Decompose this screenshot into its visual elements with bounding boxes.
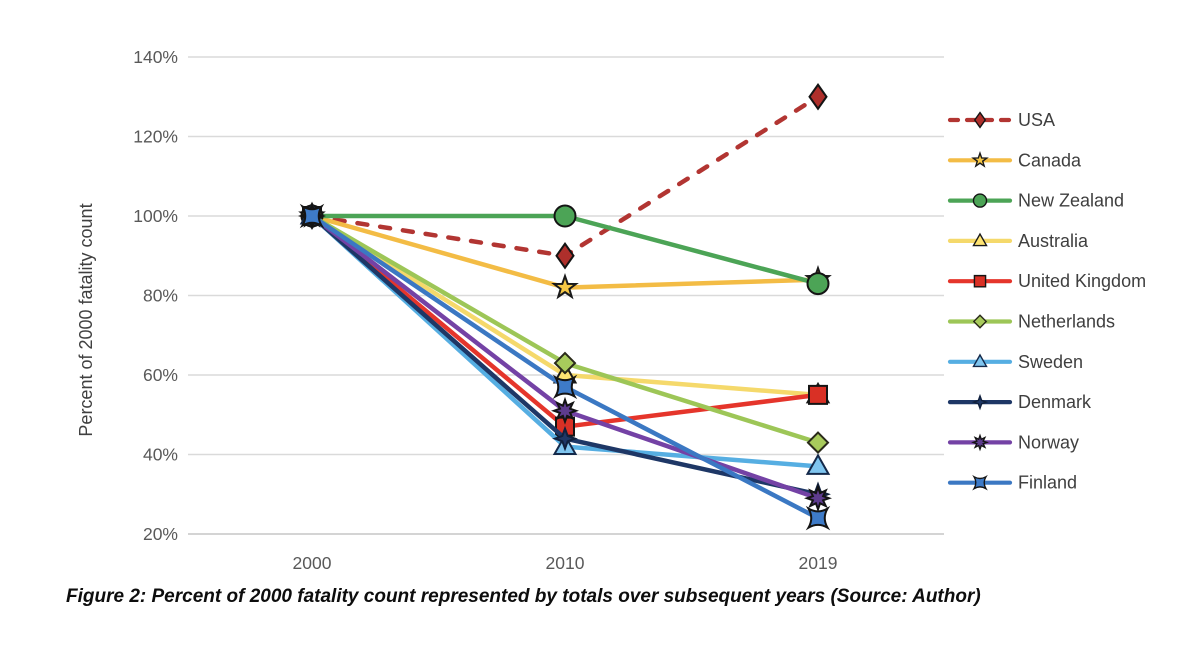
legend-item-finland: Finland bbox=[947, 473, 1077, 493]
x-axis-label-2010: 2010 bbox=[546, 553, 585, 573]
legend-label-finland: Finland bbox=[1018, 473, 1077, 493]
netherlands-marker-legend bbox=[972, 314, 988, 329]
x-axis-label-2019: 2019 bbox=[799, 553, 838, 573]
legend-label-netherlands: Netherlands bbox=[1018, 312, 1115, 332]
legend-label-new-zealand: New Zealand bbox=[1018, 191, 1124, 211]
y-tick-label: 40% bbox=[143, 445, 178, 465]
y-axis-title: Percent of 2000 fatality count bbox=[76, 203, 96, 436]
legend-item-norway: Norway bbox=[947, 432, 1079, 452]
finland-marker-2019 bbox=[805, 505, 831, 531]
y-tick-label: 120% bbox=[133, 127, 178, 147]
y-tick-label: 100% bbox=[133, 206, 178, 226]
legend-item-usa: USA bbox=[947, 110, 1055, 130]
legend-item-canada: Canada bbox=[947, 150, 1082, 170]
norway-marker-legend bbox=[971, 433, 989, 452]
y-tick-label: 60% bbox=[143, 365, 178, 385]
canada-marker-2010 bbox=[551, 272, 579, 300]
sweden-marker-legend bbox=[972, 353, 988, 368]
y-tick-label: 80% bbox=[143, 286, 178, 306]
sweden-marker-2019 bbox=[805, 453, 831, 475]
legend-label-norway: Norway bbox=[1018, 432, 1079, 452]
legend-label-canada: Canada bbox=[1018, 150, 1082, 170]
legend-item-united-kingdom: United Kingdom bbox=[947, 271, 1146, 291]
australia-marker-legend bbox=[972, 232, 988, 247]
y-tick-label: 20% bbox=[143, 524, 178, 544]
legend-item-sweden: Sweden bbox=[947, 352, 1083, 372]
legend-item-netherlands: Netherlands bbox=[947, 312, 1115, 332]
canada-marker-legend bbox=[971, 151, 989, 168]
norway-marker-2010 bbox=[551, 396, 579, 425]
new-zealand-marker-legend bbox=[972, 193, 988, 208]
legend-item-new-zealand: New Zealand bbox=[947, 191, 1124, 211]
usa-marker-legend bbox=[973, 111, 987, 129]
united-kingdom-marker-legend bbox=[973, 274, 987, 288]
axis-label-layer: 140% 120% 100% 80% 60% 40% 20% 2000 2010 2019 bbox=[133, 47, 837, 573]
united-kingdom-marker-2019 bbox=[808, 384, 828, 405]
x-axis-label-2000: 2000 bbox=[293, 553, 332, 573]
legend-label-denmark: Denmark bbox=[1018, 392, 1092, 412]
netherlands-marker-2019 bbox=[806, 431, 830, 454]
legend-item-denmark: Denmark bbox=[947, 392, 1092, 412]
chart-legend: USA Canada New Zealand Australia United King… bbox=[947, 110, 1146, 493]
legend-item-australia: Australia bbox=[947, 231, 1089, 251]
usa-marker-2019 bbox=[808, 83, 828, 111]
finland-marker-2000 bbox=[299, 203, 325, 229]
netherlands-marker-2010 bbox=[553, 351, 577, 375]
finland-marker-legend bbox=[972, 474, 988, 491]
series-layer bbox=[298, 83, 832, 531]
legend-label-usa: USA bbox=[1018, 110, 1055, 130]
norway-marker-2019 bbox=[804, 484, 832, 513]
usa-marker-2010 bbox=[555, 242, 575, 270]
new-zealand-marker-2010 bbox=[553, 204, 577, 228]
legend-label-united-kingdom: United Kingdom bbox=[1018, 271, 1146, 291]
new-zealand-marker-2019 bbox=[806, 272, 830, 296]
legend-label-sweden: Sweden bbox=[1018, 352, 1083, 372]
legend-label-australia: Australia bbox=[1018, 231, 1089, 251]
denmark-marker-2010 bbox=[552, 425, 578, 452]
series-line-usa bbox=[309, 94, 821, 259]
y-tick-label: 140% bbox=[133, 47, 178, 67]
gridline-layer bbox=[188, 56, 944, 535]
figure-caption: Figure 2: Percent of 2000 fatality count… bbox=[66, 586, 981, 607]
denmark-marker-legend bbox=[971, 393, 989, 411]
finland-marker-2010 bbox=[552, 374, 578, 400]
fatality-line-chart: Percent of 2000 fatality count 140%120%1… bbox=[76, 47, 1146, 573]
